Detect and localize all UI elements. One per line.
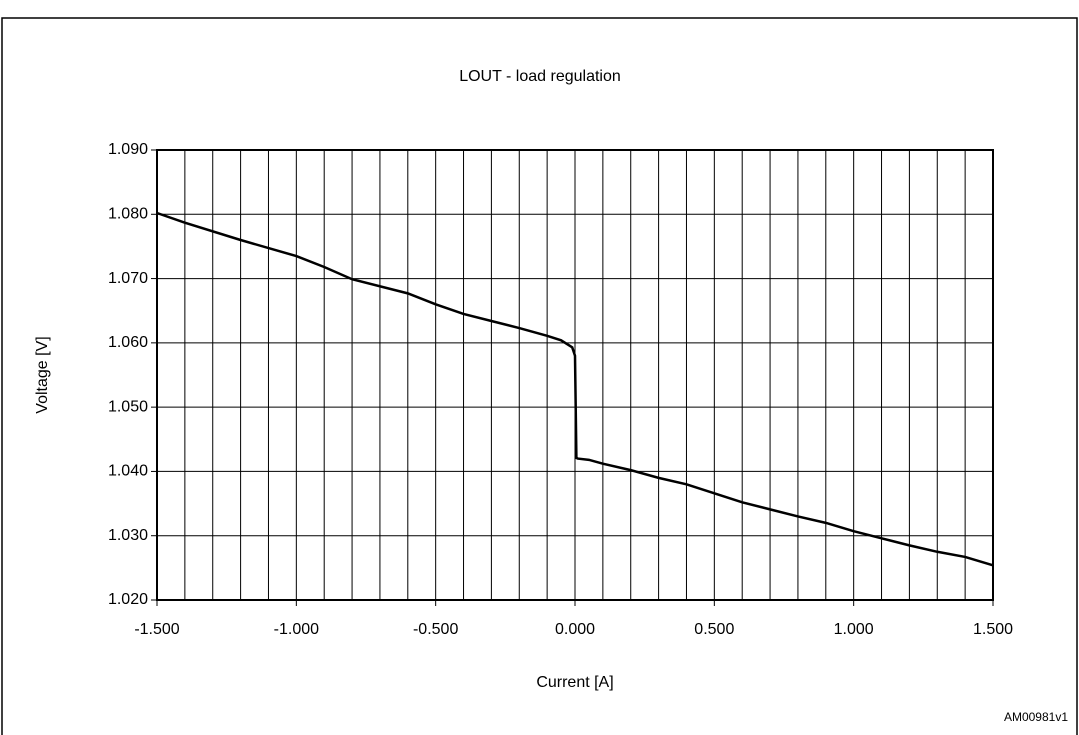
x-tick-label: 0.000 [555,621,595,638]
x-tick-label: -1.500 [134,621,179,638]
y-axis-label: Voltage [V] [34,336,51,413]
x-tick-label: 1.500 [973,621,1013,638]
y-tick-label: 1.070 [108,270,148,287]
data-line [156,211,994,567]
y-tick-label: 1.060 [108,334,148,351]
y-tick-label: 1.020 [108,591,148,608]
x-tick-label: 1.000 [834,621,874,638]
y-tick-label: 1.050 [108,398,148,415]
x-tick-label: 0.500 [694,621,734,638]
frame [1,17,1078,735]
x-axis-label: Current [A] [536,674,613,691]
x-tick-label: -1.000 [274,621,319,638]
x-tick-label: -0.500 [413,621,458,638]
y-tick-label: 1.030 [108,527,148,544]
plot-border [156,149,994,601]
figure-id: AM00981v1 [1004,710,1068,724]
y-tick-label: 1.040 [108,463,148,480]
chart-title: LOUT - load regulation [459,68,621,85]
y-tick-label: 1.080 [108,206,148,223]
y-tick-label: 1.090 [108,141,148,158]
